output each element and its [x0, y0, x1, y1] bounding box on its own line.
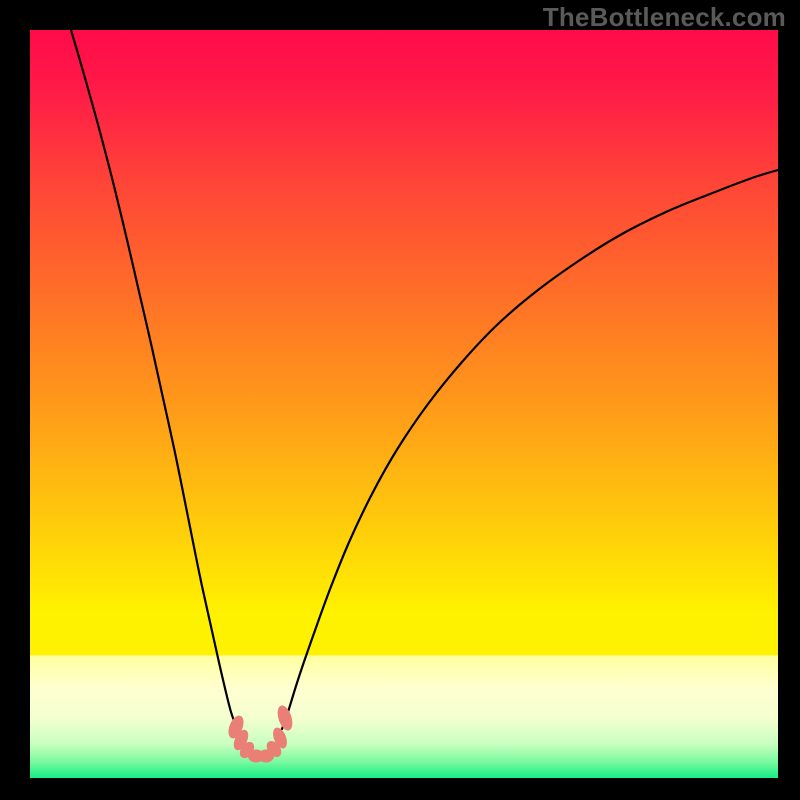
plot-background [30, 30, 778, 778]
watermark-text: TheBottleneck.com [543, 2, 786, 33]
